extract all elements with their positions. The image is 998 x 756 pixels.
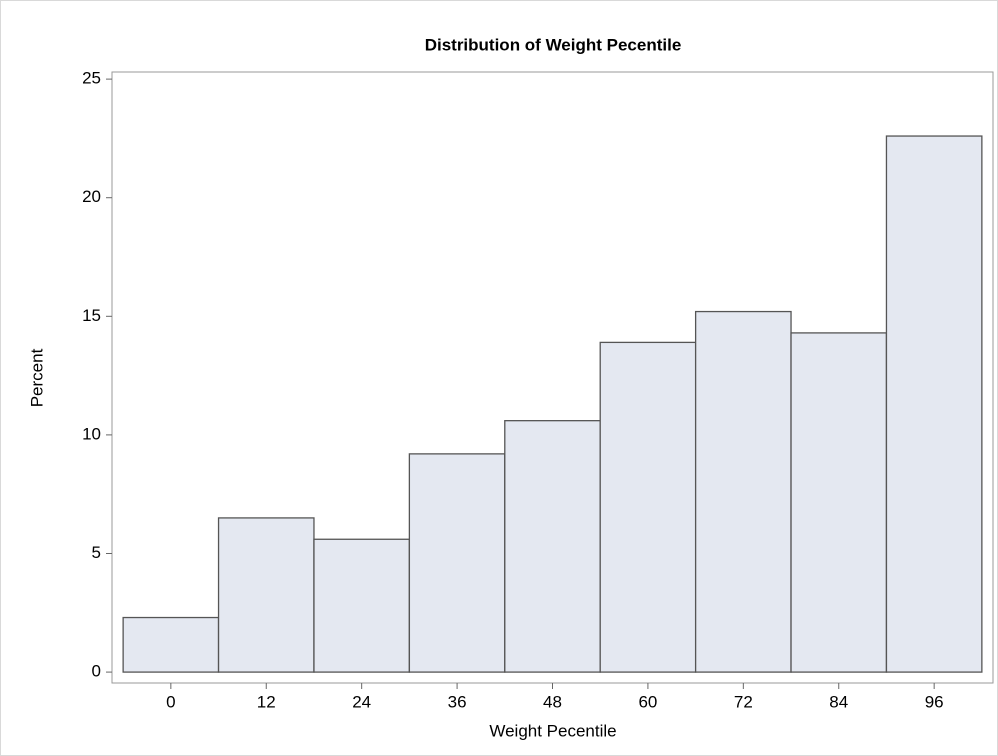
y-tick-label: 0	[92, 662, 101, 681]
x-tick-label: 0	[166, 692, 175, 711]
chart-title: Distribution of Weight Pecentile	[425, 35, 682, 54]
bar	[694, 310, 792, 673]
x-tick-label: 24	[352, 692, 371, 711]
y-tick-label: 25	[82, 69, 101, 88]
bar	[504, 420, 601, 673]
y-tick-label: 20	[82, 187, 101, 206]
y-axis-label: Percent	[27, 348, 46, 407]
bar	[885, 135, 983, 673]
bar	[790, 332, 888, 673]
x-axis-label: Weight Pecentile	[489, 721, 616, 740]
x-tick-label: 60	[638, 692, 657, 711]
y-tick-label: 15	[82, 306, 101, 325]
x-tick-label: 48	[543, 692, 562, 711]
bar	[313, 538, 411, 673]
y-tick-label: 5	[92, 543, 101, 562]
x-tick-label: 12	[257, 692, 276, 711]
y-tick-label: 10	[82, 424, 101, 443]
bar	[122, 616, 220, 673]
bar	[599, 341, 697, 673]
x-tick-label: 36	[448, 692, 467, 711]
bar	[408, 453, 506, 673]
x-tick-label: 96	[925, 692, 944, 711]
x-tick-label: 84	[829, 692, 848, 711]
bar	[217, 517, 315, 673]
x-tick-label: 72	[734, 692, 753, 711]
